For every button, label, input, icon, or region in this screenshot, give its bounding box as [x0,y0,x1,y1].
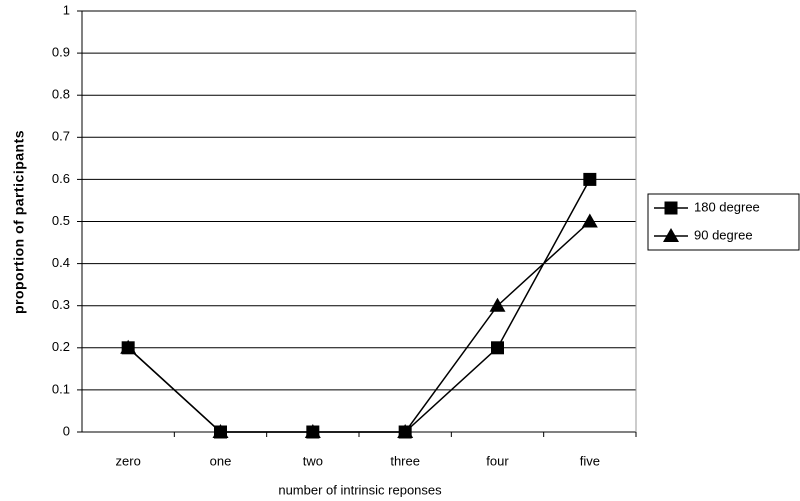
y-tick-label: 0.5 [52,213,70,228]
x-axis-label: number of intrinsic reponses [278,482,442,497]
x-tick-label: three [390,453,420,468]
y-tick-label: 0.2 [52,339,70,354]
x-tick-label: five [580,453,600,468]
series-line [127,220,591,433]
legend-marker [664,201,678,215]
data-point [489,297,506,312]
y-tick-label: 0.8 [52,87,70,102]
data-point [120,339,137,354]
y-axis-label: proportion of participants [11,130,27,314]
data-point [491,341,504,355]
legend-label: 90 degree [694,227,753,242]
x-tick-label: two [303,453,323,468]
x-tick-label: one [210,453,232,468]
y-tick-label: 0.1 [52,381,70,396]
y-tick-label: 0.6 [52,171,70,186]
y-tick-label: 0.3 [52,297,70,312]
y-tick-label: 0.7 [52,129,70,144]
legend-label: 180 degree [694,199,760,214]
y-tick-label: 0.4 [52,255,70,270]
y-tick-label: 1 [63,2,70,17]
y-tick-label: 0.9 [52,45,70,60]
x-tick-label: four [486,453,509,468]
data-point [397,424,414,438]
y-tick-label: 0 [63,423,70,438]
legend-marker [663,228,679,242]
x-tick-label: zero [116,453,141,468]
data-point [304,424,321,438]
data-point [581,213,598,228]
data-point [212,424,229,438]
data-point [583,172,597,186]
